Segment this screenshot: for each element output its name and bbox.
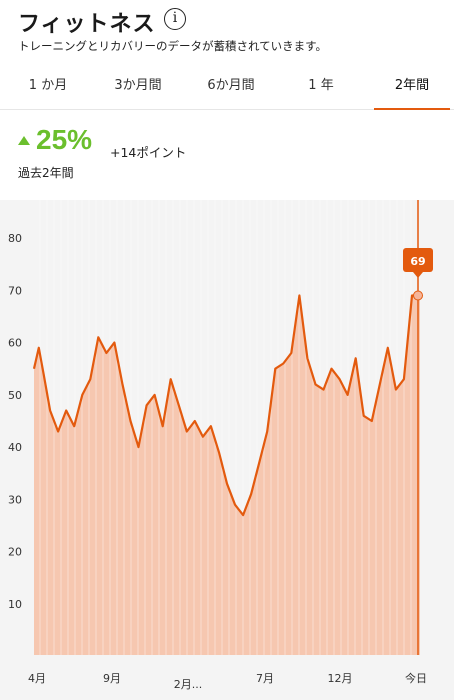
change-points: +14ポイント	[110, 145, 187, 160]
tab-2-years[interactable]: 2年間	[372, 64, 452, 110]
current-value-label: 69	[410, 255, 425, 268]
current-point	[413, 290, 423, 301]
period-label: 過去2年間	[18, 166, 74, 180]
y-tick-label: 20	[8, 546, 22, 559]
x-tick-label: 7月	[256, 672, 274, 685]
chart-svg: 80 70 60 50 40 30 20 10 4月 9月 2月... 7月 12月 今日 69	[8, 200, 433, 691]
page-title: フィットネス	[18, 12, 156, 37]
info-icon[interactable]: i	[164, 8, 186, 30]
y-tick-label: 70	[8, 284, 22, 297]
fitness-chart[interactable]: 80 70 60 50 40 30 20 10 4月 9月 2月... 7月 12月 今日 69	[0, 200, 454, 700]
tab-3-months[interactable]: 3か月間	[114, 78, 162, 93]
y-tick-label: 30	[8, 493, 22, 506]
chart-area	[34, 295, 420, 655]
change-percent: 25%	[36, 124, 93, 155]
x-tick-label: 12月	[328, 672, 353, 685]
y-tick-label: 50	[8, 389, 22, 402]
page-subtitle: トレーニングとリカバリーのデータが蓄積されていきます。	[18, 39, 328, 53]
y-tick-label: 80	[8, 232, 22, 245]
header: フィットネス i トレーニングとリカバリーのデータが蓄積されていきます。	[0, 0, 454, 60]
y-tick-label: 10	[8, 598, 22, 611]
current-value-badge	[403, 248, 433, 272]
tab-6-months[interactable]: 6か月間	[207, 78, 255, 93]
chart-line	[32, 294, 420, 517]
y-tick-label: 60	[8, 337, 22, 350]
y-tick-label: 40	[8, 441, 22, 454]
tab-1-year[interactable]: 1 年	[308, 78, 334, 93]
summary-stats: 25% +14ポイント 過去2年間	[0, 110, 454, 200]
up-arrow-icon	[18, 136, 30, 145]
x-tick-label: 4月	[28, 672, 46, 685]
x-tick-label: 9月	[103, 672, 121, 685]
current-value-badge-pointer	[413, 272, 423, 278]
period-tabs: 1 か月 3か月間 6か月間 1 年 2年間	[0, 64, 454, 110]
x-tick-label: 2月...	[174, 678, 203, 691]
x-tick-label: 今日	[405, 671, 427, 685]
tab-1-month[interactable]: 1 か月	[28, 78, 68, 93]
